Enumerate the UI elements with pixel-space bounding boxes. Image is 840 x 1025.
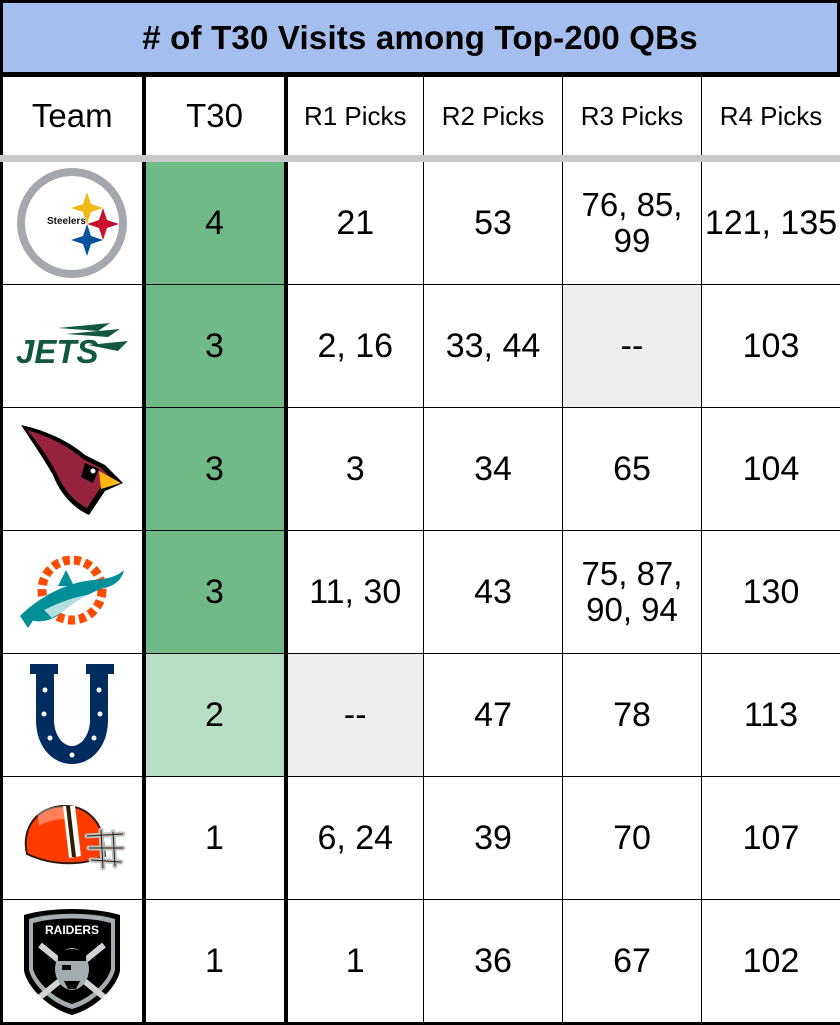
cardinals-logo-icon	[19, 421, 125, 517]
header-row: Team T30 R1 Picks R2 Picks R3 Picks R4 P…	[2, 77, 840, 159]
r1-picks-cell: --	[286, 654, 424, 777]
r4-picks-cell: 103	[702, 285, 840, 408]
r1-picks-cell: 11, 30	[286, 531, 424, 654]
browns-logo-icon	[17, 800, 127, 876]
raiders-logo-icon: RAIDERS	[20, 905, 124, 1017]
r1-picks-cell: 3	[286, 408, 424, 531]
dolphins-logo-icon	[16, 546, 128, 638]
table-row: JETS 3 2, 16 33, 44 -- 103	[2, 285, 840, 408]
team-logo-cell	[2, 777, 144, 900]
r3-picks-cell: 75, 87, 90, 94	[563, 531, 702, 654]
t30-count-cell: 3	[144, 531, 286, 654]
r3-picks-cell: 78	[563, 654, 702, 777]
table-row: 3 3 34 65 104	[2, 408, 840, 531]
jets-logo-icon: JETS	[14, 321, 130, 371]
t30-count-cell: 4	[144, 159, 286, 285]
r3-picks-cell: --	[563, 285, 702, 408]
svg-text:RAIDERS: RAIDERS	[45, 923, 99, 937]
r2-picks-cell: 43	[424, 531, 563, 654]
table-row: 2 -- 47 78 113	[2, 654, 840, 777]
table-row: 1 6, 24 39 70 107	[2, 777, 840, 900]
header-r4-picks: R4 Picks	[702, 77, 840, 159]
header-team: Team	[2, 77, 144, 159]
table-title: # of T30 Visits among Top-200 QBs	[0, 0, 840, 76]
r3-picks-cell: 67	[563, 900, 702, 1024]
table-row: 3 11, 30 43 75, 87, 90, 94 130	[2, 531, 840, 654]
r2-picks-cell: 34	[424, 408, 563, 531]
r2-picks-cell: 36	[424, 900, 563, 1024]
r3-picks-cell: 76, 85, 99	[563, 159, 702, 285]
r2-picks-cell: 39	[424, 777, 563, 900]
header-t30: T30	[144, 77, 286, 159]
r1-picks-cell: 1	[286, 900, 424, 1024]
r1-picks-cell: 6, 24	[286, 777, 424, 900]
r3-picks-cell: 65	[563, 408, 702, 531]
r4-picks-cell: 113	[702, 654, 840, 777]
colts-logo-icon	[20, 660, 124, 770]
table-row: RAIDERS 1 1 36 67 102	[2, 900, 840, 1024]
header-r3-picks: R3 Picks	[563, 77, 702, 159]
team-logo-cell	[2, 408, 144, 531]
header-r1-picks: R1 Picks	[286, 77, 424, 159]
r2-picks-cell: 53	[424, 159, 563, 285]
r4-picks-cell: 107	[702, 777, 840, 900]
steelers-logo-icon: Steelers	[15, 166, 129, 280]
team-logo-cell: RAIDERS	[2, 900, 144, 1024]
r2-picks-cell: 47	[424, 654, 563, 777]
r4-picks-cell: 104	[702, 408, 840, 531]
team-logo-cell: Steelers	[2, 159, 144, 285]
t30-count-cell: 3	[144, 408, 286, 531]
r1-picks-cell: 21	[286, 159, 424, 285]
r3-picks-value: 76, 85, 99	[570, 187, 694, 258]
svg-text:JETS: JETS	[16, 333, 99, 370]
svg-text:Steelers: Steelers	[47, 216, 86, 227]
t30-count-cell: 3	[144, 285, 286, 408]
t30-count-cell: 1	[144, 777, 286, 900]
r2-picks-cell: 33, 44	[424, 285, 563, 408]
t30-count-cell: 2	[144, 654, 286, 777]
r3-picks-value: 75, 87, 90, 94	[570, 556, 694, 627]
header-r2-picks: R2 Picks	[424, 77, 563, 159]
r1-picks-cell: 2, 16	[286, 285, 424, 408]
r4-picks-cell: 121, 135	[702, 159, 840, 285]
t30-count-cell: 1	[144, 900, 286, 1024]
team-logo-cell	[2, 654, 144, 777]
r4-picks-cell: 102	[702, 900, 840, 1024]
r3-picks-cell: 70	[563, 777, 702, 900]
team-logo-cell	[2, 531, 144, 654]
table-row: Steelers 4 21 53 76, 85, 99 121, 135	[2, 159, 840, 285]
r4-picks-cell: 130	[702, 531, 840, 654]
visits-table: Team T30 R1 Picks R2 Picks R3 Picks R4 P…	[0, 76, 840, 1025]
team-logo-cell: JETS	[2, 285, 144, 408]
